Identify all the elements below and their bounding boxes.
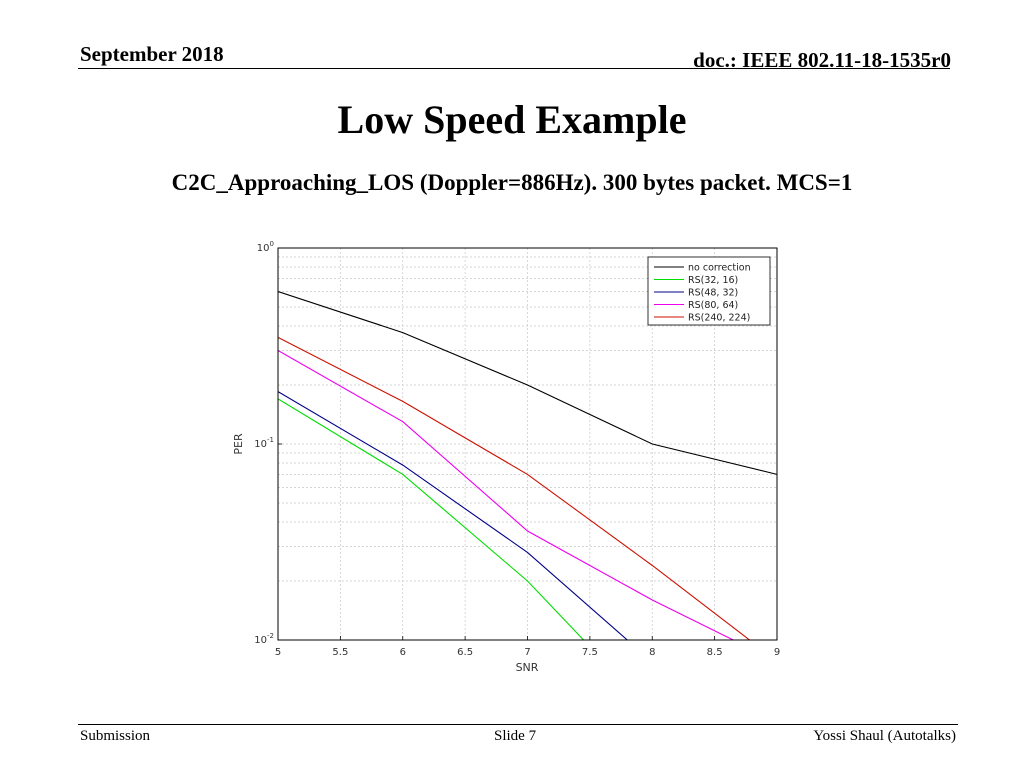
footer-divider xyxy=(78,724,958,725)
x-tick-label: 6 xyxy=(400,647,406,658)
footer-submission: Submission xyxy=(80,728,151,744)
x-tick-label: 6.5 xyxy=(457,647,473,658)
x-tick-label: 9 xyxy=(774,647,780,658)
slide-title: Low Speed Example xyxy=(337,97,687,142)
series-line-1 xyxy=(278,398,584,640)
series-line-3 xyxy=(278,350,734,640)
legend-entry: RS(240, 224) xyxy=(688,313,750,324)
series-line-4 xyxy=(278,336,750,640)
footer-slide-number: Slide 7 xyxy=(494,728,537,744)
legend-entry: no correction xyxy=(688,263,751,274)
header-divider xyxy=(78,68,950,69)
slide-subtitle: C2C_Approaching_LOS (Doppler=886Hz). 300… xyxy=(171,170,853,195)
x-tick-label: 8 xyxy=(649,647,655,658)
legend-entry: RS(80, 64) xyxy=(688,300,738,311)
y-tick-labels: 100 10-1 10-2 xyxy=(254,240,282,646)
header-doc-id: doc.: IEEE 802.11-18-1535r0 xyxy=(693,48,951,72)
x-tick-labels: 5 5.5 6 6.5 7 7.5 8 8.5 9 xyxy=(275,636,780,658)
y-tick-label: 100 xyxy=(257,240,274,254)
legend-entry: RS(48, 32) xyxy=(688,288,738,299)
y-tick-label: 10-1 xyxy=(254,436,274,450)
y-axis-label: PER xyxy=(232,433,245,455)
legend-box xyxy=(647,256,771,326)
x-tick-label: 7 xyxy=(524,647,530,658)
data-series xyxy=(278,290,777,640)
x-tick-label: 7.5 xyxy=(582,647,598,658)
footer-author: Yossi Shaul (Autotalks) xyxy=(813,728,956,744)
x-tick-label: 5.5 xyxy=(332,647,348,658)
x-tick-label: 8.5 xyxy=(707,647,723,658)
header-date: September 2018 xyxy=(80,42,224,66)
series-line-2 xyxy=(278,391,628,640)
series-line-0 xyxy=(278,290,777,475)
x-axis-label: SNR xyxy=(516,661,539,674)
per-vs-snr-chart: 5 5.5 6 6.5 7 7.5 8 8.5 9 100 10-1 10-2 SNR PER no… xyxy=(232,240,780,674)
x-tick-label: 5 xyxy=(275,647,281,658)
y-tick-label: 10-2 xyxy=(254,632,274,646)
legend-entry: RS(32, 16) xyxy=(688,275,738,286)
